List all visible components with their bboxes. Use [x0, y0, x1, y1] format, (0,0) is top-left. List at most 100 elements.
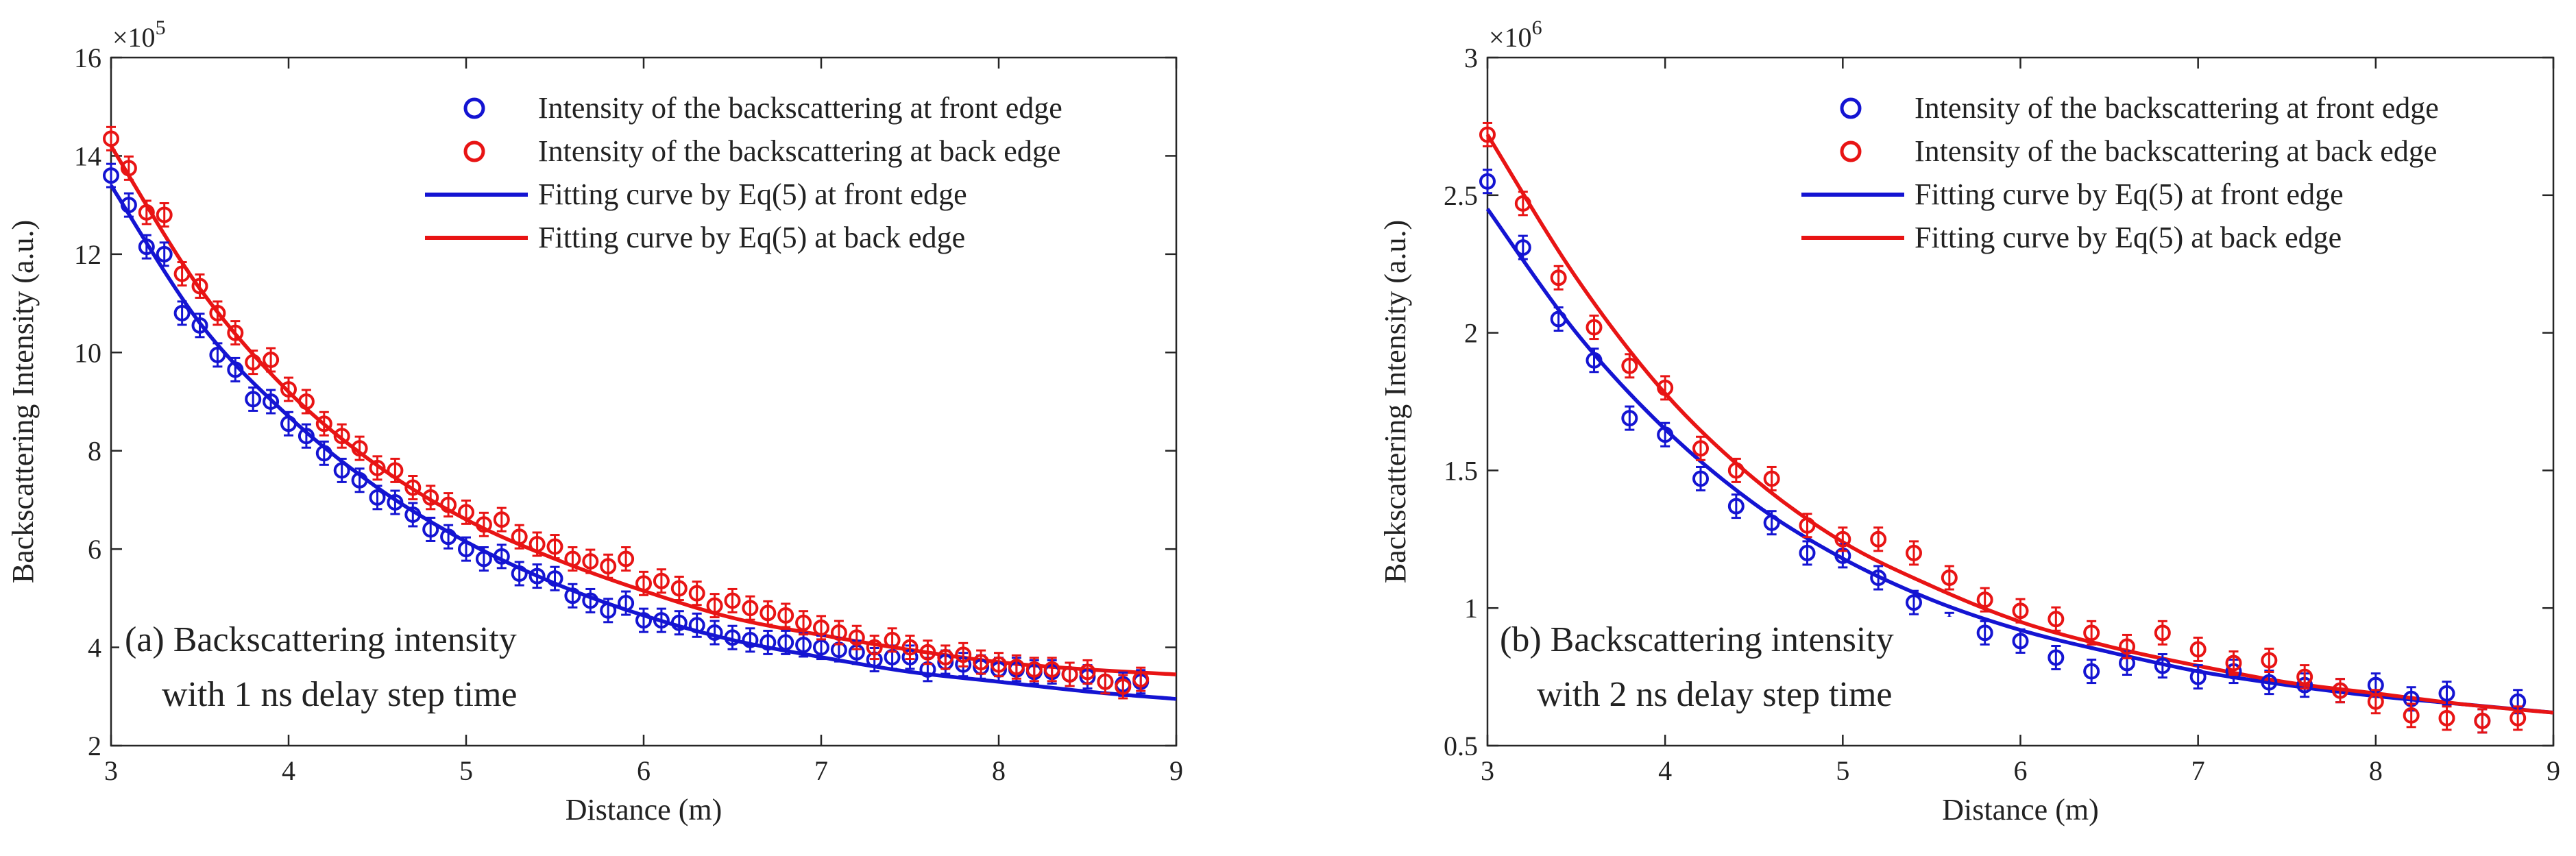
- data-point-front: [191, 313, 208, 339]
- y-tick-label: 2: [1464, 318, 1478, 349]
- data-point-back: [2048, 606, 2065, 632]
- legend-marker: [463, 140, 485, 162]
- data-point-front: [795, 632, 812, 658]
- data-point-back: [777, 602, 794, 628]
- panel-annotation-line2: with 2 ns delay step time: [1537, 675, 1892, 714]
- data-point-back: [973, 649, 990, 675]
- data-point-front: [528, 563, 546, 589]
- data-point-front: [263, 389, 280, 415]
- data-point-back: [1657, 375, 1674, 401]
- data-point-front: [635, 607, 652, 633]
- data-point-front: [1906, 589, 1922, 615]
- legend-item: Fitting curve by Eq(5) at back edge: [1801, 221, 2342, 254]
- y-tick-label: 2: [88, 731, 101, 761]
- data-point-back: [2332, 678, 2348, 704]
- x-tick-label: 7: [814, 755, 828, 786]
- panel-annotation-line1: (a) Backscattering intensity: [125, 620, 517, 659]
- legend-item: Fitting curve by Eq(5) at front edge: [1801, 178, 2344, 211]
- panel-annotation-line1: (b) Backscattering intensity: [1500, 620, 1894, 659]
- data-point-back: [1097, 669, 1114, 695]
- data-point-front: [227, 356, 244, 382]
- y-tick-label: 12: [74, 239, 101, 270]
- data-point-back: [2154, 620, 2171, 646]
- data-point-back: [2438, 705, 2455, 731]
- data-point-back: [2012, 598, 2029, 624]
- data-point-front: [387, 489, 404, 515]
- data-point-front: [564, 583, 581, 609]
- data-point-back: [1834, 526, 1851, 552]
- data-point-front: [2083, 659, 2100, 685]
- data-point-back: [937, 644, 954, 670]
- data-point-front: [458, 536, 474, 562]
- data-point-back: [493, 506, 510, 533]
- legend: Intensity of the backscattering at front…: [425, 91, 1062, 254]
- data-point-back: [2261, 648, 2278, 674]
- data-point-front: [2438, 681, 2455, 707]
- data-point-back: [1692, 435, 1709, 461]
- fit-curve-back: [109, 145, 1177, 676]
- x-tick-label: 4: [282, 755, 295, 786]
- data-point-back: [333, 423, 350, 449]
- data-point-front: [582, 587, 599, 613]
- data-point-front: [1621, 405, 1638, 431]
- data-point-back: [2225, 650, 2242, 676]
- data-point-back: [1043, 657, 1060, 683]
- x-tick-label: 8: [2369, 755, 2383, 786]
- data-point-front: [475, 546, 492, 572]
- data-point-back: [813, 615, 829, 641]
- data-point-back: [688, 580, 705, 607]
- data-point-front: [1514, 234, 1531, 260]
- data-point-front: [493, 543, 510, 570]
- data-point-back: [582, 548, 599, 574]
- y-tick-label: 8: [88, 436, 101, 467]
- data-point-front: [1976, 620, 1993, 646]
- fit-curve-back: [1485, 133, 2554, 715]
- data-point-front: [404, 502, 422, 528]
- data-point-front: [422, 516, 439, 542]
- x-tick-label: 3: [104, 755, 118, 786]
- data-point-back: [297, 389, 315, 415]
- data-point-front: [1585, 347, 1603, 374]
- data-point-back: [991, 652, 1007, 678]
- data-point-front: [2189, 664, 2207, 690]
- data-point-back: [901, 635, 919, 661]
- y-tick-label: 16: [74, 42, 101, 73]
- data-point-back: [315, 411, 332, 437]
- data-point-back: [2189, 636, 2207, 662]
- data-point-front: [1657, 421, 1674, 448]
- data-point-back: [866, 635, 883, 661]
- x-tick-label: 9: [1169, 755, 1183, 786]
- data-point-back: [919, 639, 936, 665]
- data-point-front: [351, 467, 368, 493]
- legend-label: Fitting curve by Eq(5) at front edge: [538, 178, 967, 211]
- data-point-back: [795, 610, 812, 636]
- y-exponent-base: ×10: [112, 22, 156, 53]
- data-point-back: [245, 350, 262, 376]
- data-point-back: [528, 531, 546, 557]
- x-tick-label: 7: [2191, 755, 2205, 786]
- data-point-front: [670, 610, 688, 636]
- x-tick-label: 9: [2547, 755, 2560, 786]
- data-point-back: [120, 155, 137, 181]
- legend-label: Intensity of the backscattering at front…: [1915, 91, 2439, 125]
- data-point-back: [369, 455, 386, 481]
- data-point-back: [458, 499, 474, 525]
- data-point-back: [564, 546, 581, 572]
- y-axis-label: Backscattering Intensity (a.u.): [1378, 220, 1412, 583]
- data-point-back: [1061, 661, 1078, 687]
- y-tick-label: 4: [88, 633, 101, 663]
- data-point-back: [706, 593, 723, 619]
- data-point-back: [280, 376, 297, 402]
- legend-label: Intensity of the backscattering at back …: [538, 134, 1060, 168]
- data-point-front: [440, 524, 457, 550]
- data-point-back: [1727, 457, 1745, 483]
- data-point-back: [1621, 353, 1638, 379]
- data-point-back: [830, 620, 847, 646]
- y-tick-label: 0.5: [1444, 731, 1478, 761]
- data-point-back: [760, 600, 777, 626]
- data-point-front: [315, 440, 332, 466]
- annotation-background: [1494, 617, 1960, 709]
- data-point-back: [1025, 657, 1043, 683]
